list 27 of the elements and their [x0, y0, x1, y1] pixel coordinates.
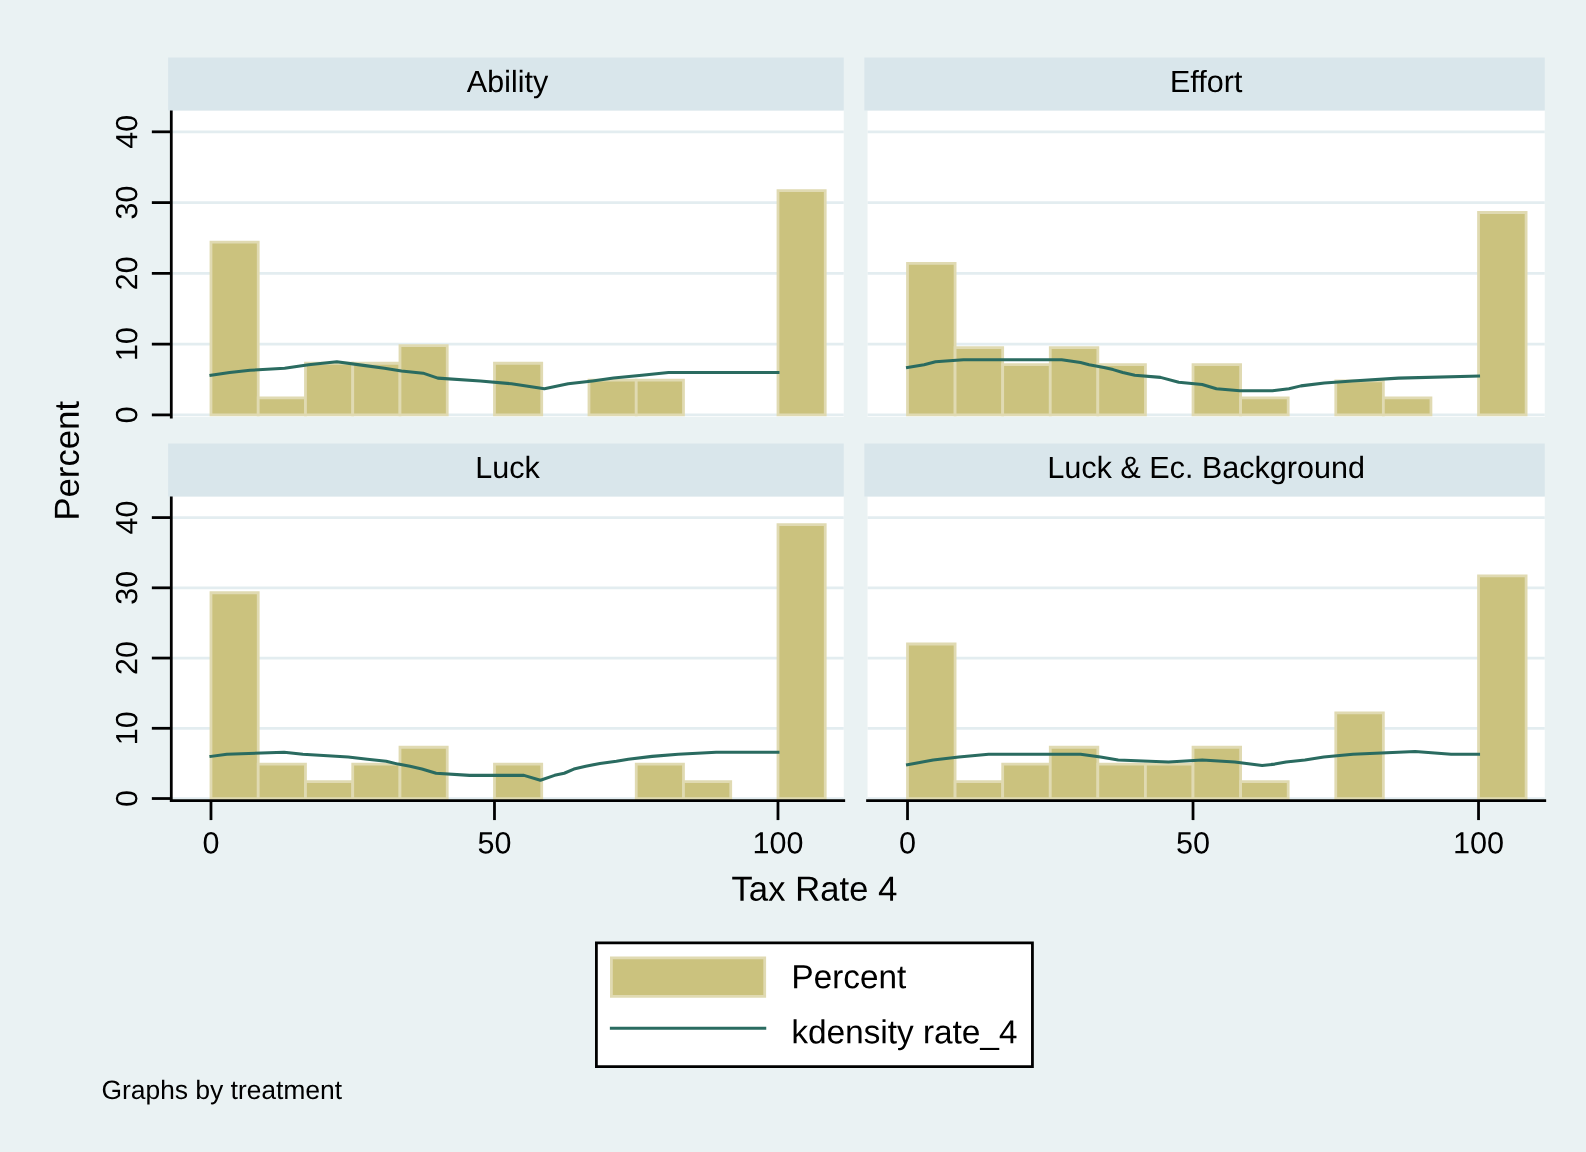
x-axis-title: Tax Rate 4 — [732, 876, 897, 901]
line-series — [209, 750, 780, 782]
x-tick-label: 50 — [478, 832, 511, 854]
y-tick-label: 0 — [115, 407, 138, 423]
x-tick-label: 100 — [1455, 832, 1503, 854]
chart-title: Luck — [477, 455, 540, 479]
y-tick-label: 40 — [115, 116, 138, 149]
legend-label: kdensity rate_4 — [793, 1019, 1017, 1051]
y-tick-label: 30 — [115, 186, 138, 219]
x-tick-label: 100 — [754, 832, 803, 854]
y-tick-label: 40 — [115, 501, 138, 534]
y-tick-label: 20 — [115, 257, 138, 289]
y-tick-label: 10 — [115, 712, 138, 743]
y-tick-label: 20 — [115, 642, 138, 674]
legend-label: Percent — [794, 965, 907, 989]
chart-title: Effort — [1172, 69, 1243, 93]
chart-title: Ability — [466, 69, 549, 99]
y-tick-label: 10 — [115, 328, 138, 359]
text: Graphs by treatment — [102, 1079, 342, 1105]
x-tick-label: 50 — [1177, 832, 1209, 854]
y-tick-label: 0 — [115, 791, 138, 806]
y-axis-title: Percent — [54, 401, 80, 518]
x-tick-label: 0 — [203, 832, 219, 854]
y-tick-label: 30 — [115, 572, 138, 604]
chart-title: Luck & Ec. Background — [1049, 455, 1363, 485]
line-series — [209, 360, 780, 391]
x-tick-label: 0 — [900, 832, 915, 854]
